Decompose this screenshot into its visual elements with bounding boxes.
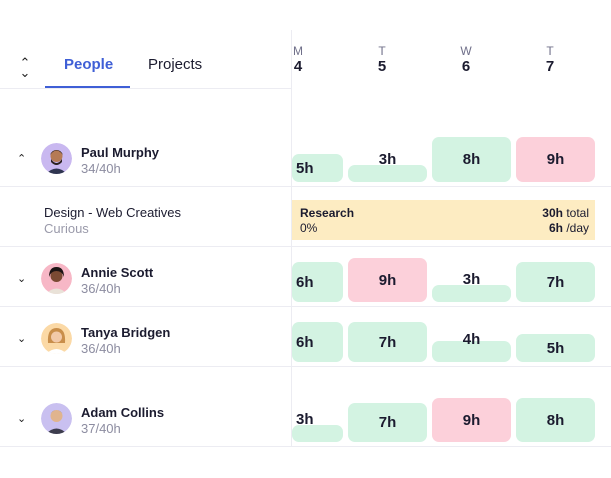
schedule-cell-label: 3h bbox=[378, 151, 397, 168]
schedule-cell[interactable]: 5h bbox=[292, 154, 343, 182]
person-hours: 36/40h bbox=[81, 281, 121, 296]
day-number: 5 bbox=[377, 58, 387, 75]
schedule-cell[interactable]: 9h bbox=[432, 398, 511, 442]
task-day-hours: 6h bbox=[548, 221, 563, 235]
day-letter: T bbox=[546, 44, 554, 58]
person-name[interactable]: Tanya Bridgen bbox=[81, 325, 171, 340]
people-panel bbox=[0, 0, 292, 478]
project-client: Curious bbox=[44, 221, 89, 236]
day-number: 6 bbox=[461, 58, 471, 75]
task-name: Research bbox=[300, 206, 355, 220]
schedule-cell[interactable]: 5h bbox=[516, 334, 595, 362]
person-hours: 37/40h bbox=[81, 421, 121, 436]
day-letter: M bbox=[293, 44, 303, 58]
column-divider bbox=[291, 30, 292, 446]
tabs-bar: ⌃ ⌄ People Projects bbox=[0, 30, 292, 89]
row-divider bbox=[0, 246, 611, 247]
row-divider bbox=[0, 186, 611, 187]
person-hours: 36/40h bbox=[81, 341, 121, 356]
collapse-row-icon[interactable]: ⌃ bbox=[17, 153, 27, 165]
person-hours: 34/40h bbox=[81, 161, 121, 176]
expand-row-icon[interactable]: ⌄ bbox=[17, 273, 27, 285]
day-letter: W bbox=[460, 44, 472, 58]
avatar bbox=[41, 263, 72, 294]
task-per-day: 6h /day bbox=[549, 221, 589, 235]
schedule-cell[interactable]: 9h bbox=[348, 258, 427, 302]
avatar bbox=[41, 143, 72, 174]
schedule-cell[interactable]: 7h bbox=[516, 262, 595, 302]
expand-row-icon[interactable]: ⌄ bbox=[17, 413, 27, 425]
active-tab-indicator bbox=[45, 86, 130, 88]
research-assignment[interactable]: Research 0% 30h total 6h /day bbox=[292, 200, 595, 240]
schedule-cell[interactable]: 6h bbox=[292, 262, 343, 302]
day-number: 4 bbox=[293, 58, 303, 75]
person-name[interactable]: Adam Collins bbox=[81, 405, 165, 420]
task-day-suffix: /day bbox=[566, 221, 589, 235]
schedule-cell[interactable] bbox=[432, 285, 511, 302]
row-divider bbox=[0, 306, 611, 307]
task-total-hours: 30h bbox=[542, 206, 563, 220]
schedule-cell[interactable]: 7h bbox=[348, 322, 427, 362]
project-name[interactable]: Design - Web Creatives bbox=[44, 205, 182, 220]
task-total: 30h total bbox=[542, 206, 589, 220]
schedule-cell[interactable]: 8h bbox=[516, 398, 595, 442]
row-divider bbox=[0, 446, 611, 447]
expand-row-icon[interactable]: ⌄ bbox=[17, 333, 27, 345]
day-letter: T bbox=[378, 44, 386, 58]
tab-people[interactable]: People bbox=[64, 56, 114, 73]
schedule-cell[interactable]: 6h bbox=[292, 322, 343, 362]
person-name[interactable]: Paul Murphy bbox=[81, 145, 160, 160]
schedule-cell[interactable]: 8h bbox=[432, 137, 511, 182]
schedule-cell[interactable]: 9h bbox=[516, 137, 595, 182]
day-number: 7 bbox=[545, 58, 555, 75]
tab-projects[interactable]: Projects bbox=[148, 56, 203, 73]
schedule-cell-label: 3h bbox=[296, 411, 314, 428]
avatar bbox=[41, 323, 72, 354]
task-percent: 0% bbox=[300, 221, 318, 235]
schedule-cell[interactable] bbox=[432, 341, 511, 362]
person-name[interactable]: Annie Scott bbox=[81, 265, 154, 280]
row-divider bbox=[0, 366, 611, 367]
avatar bbox=[41, 403, 72, 434]
schedule-cell[interactable]: 7h bbox=[348, 403, 427, 442]
collapse-all-icon[interactable]: ⌃ ⌄ bbox=[19, 55, 31, 80]
schedule-cell-label: 4h bbox=[462, 331, 481, 348]
schedule-cell[interactable] bbox=[292, 425, 343, 442]
schedule-cell-label: 3h bbox=[462, 271, 481, 288]
task-total-suffix: total bbox=[566, 206, 589, 220]
schedule-cell[interactable] bbox=[348, 165, 427, 182]
